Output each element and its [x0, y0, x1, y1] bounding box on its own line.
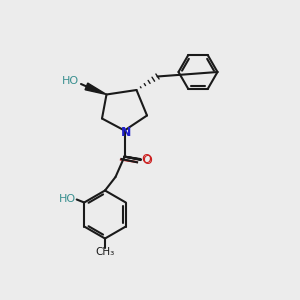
Text: O: O [142, 154, 152, 167]
Text: HO: HO [59, 194, 76, 205]
Polygon shape [85, 83, 106, 94]
Text: N: N [121, 125, 131, 139]
Text: O: O [141, 153, 151, 167]
Text: CH₃: CH₃ [95, 247, 115, 257]
Text: HO: HO [62, 76, 79, 86]
